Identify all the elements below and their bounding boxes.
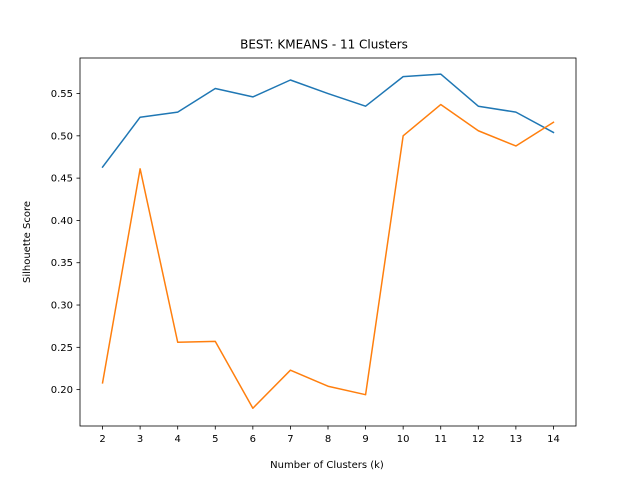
plot-frame [79,57,577,427]
x-tick-label: 14 [547,434,560,445]
y-tick-label: 0.35 [51,258,73,269]
x-tick-label: 5 [212,434,218,445]
x-tick-label: 13 [510,434,523,445]
series-line-2 [101,103,555,409]
series-layer [101,73,555,409]
y-tick-label: 0.25 [51,343,73,354]
y-axis-label: Silhouette Score [22,201,33,283]
y-tick-label: 0.50 [51,131,73,142]
x-tick-label: 3 [137,434,143,445]
x-tick-label: 11 [434,434,447,445]
y-tick-label: 0.45 [51,174,73,185]
x-tick-label: 12 [472,434,485,445]
x-tick-label: 2 [99,434,105,445]
y-axis-ticks: 0.20 0.25 0.30 0.35 0.40 0.45 0.50 0.55 [51,89,80,396]
y-tick-label: 0.55 [51,89,73,100]
y-tick-label: 0.20 [51,385,73,396]
x-tick-label: 4 [175,434,181,445]
x-axis-label: Number of Clusters (k) [270,460,384,471]
y-tick-label: 0.30 [51,301,73,312]
chart-title: BEST: KMEANS - 11 Clusters [240,38,408,52]
x-tick-label: 8 [325,434,331,445]
series-line-1 [101,73,555,169]
plot-area [79,57,577,427]
x-axis-ticks: 2 3 4 5 6 7 8 9 10 11 12 13 14 [99,426,560,445]
x-tick-label: 6 [250,434,256,445]
x-tick-label: 10 [397,434,410,445]
y-tick-label: 0.40 [51,216,73,227]
x-tick-label: 7 [287,434,293,445]
x-tick-label: 9 [362,434,368,445]
